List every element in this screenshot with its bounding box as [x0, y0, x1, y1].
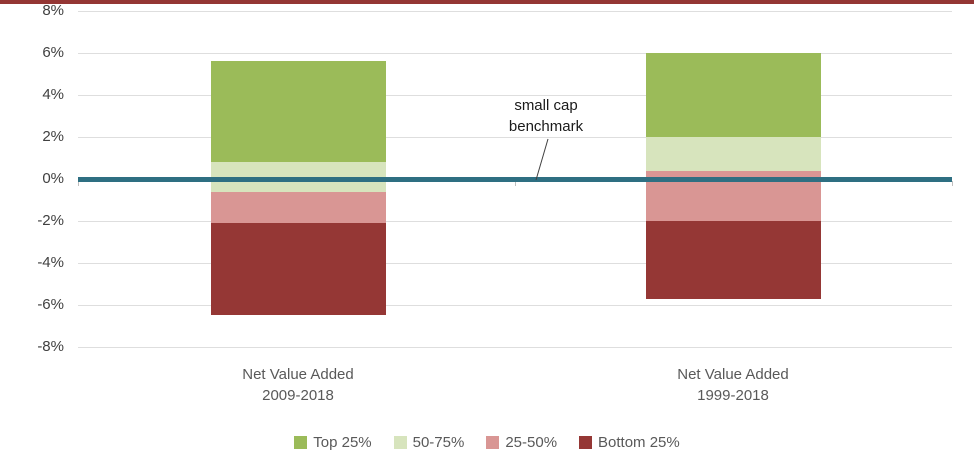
bar-segment: [645, 53, 821, 137]
category-label: Net Value Added 2009-2018: [242, 366, 354, 404]
gridline: [78, 263, 952, 264]
bar-segment: [645, 137, 821, 171]
y-axis-tick-label: 6%: [42, 44, 64, 61]
legend-item: 50-75%: [393, 434, 465, 451]
gridline: [78, 305, 952, 306]
legend-label: Bottom 25%: [598, 434, 680, 451]
y-axis-tick-label: 2%: [42, 128, 64, 145]
legend-swatch-icon: [393, 436, 407, 449]
y-axis-tick-label: 0%: [42, 170, 64, 187]
legend-item: 25-50%: [486, 434, 557, 451]
legend: Top 25% 50-75% 25-50% Bottom 25%: [0, 434, 974, 451]
top-accent-border: [0, 0, 974, 4]
bar-segment: [210, 191, 386, 224]
category-label: Net Value Added 1999-2018: [677, 366, 789, 404]
y-axis-tick-label: -6%: [37, 296, 64, 313]
legend-item: Bottom 25%: [579, 434, 680, 451]
y-axis-tick-label: -8%: [37, 338, 64, 355]
bar-segment: [210, 61, 386, 163]
axis-tick: [515, 181, 516, 186]
y-axis-tick-label: 4%: [42, 86, 64, 103]
axis-tick: [78, 181, 79, 186]
gridline: [78, 53, 952, 54]
benchmark-line: [78, 177, 952, 182]
legend-label: 50-75%: [412, 434, 465, 451]
legend-item: Top 25%: [294, 434, 372, 451]
legend-swatch-icon: [486, 436, 500, 449]
gridline: [78, 221, 952, 222]
benchmark-annotation-label: small cap benchmark: [508, 97, 584, 135]
legend-swatch-icon: [579, 436, 593, 449]
axis-tick: [952, 181, 953, 186]
y-axis-tick-label: -2%: [37, 212, 64, 229]
gridline: [78, 137, 952, 138]
bar-segment: [210, 162, 386, 192]
y-axis-tick-label: 8%: [42, 2, 64, 19]
bar-segment: [210, 223, 386, 316]
gridline: [78, 347, 952, 348]
bar-segment: [645, 221, 821, 299]
legend-label: 25-50%: [505, 434, 558, 451]
gridline: [78, 11, 952, 12]
y-axis-tick-label: -4%: [37, 254, 64, 271]
legend-label: Top 25%: [313, 434, 372, 451]
legend-swatch-icon: [294, 436, 308, 449]
gridline: [78, 95, 952, 96]
annotation-leader-line: [535, 138, 549, 181]
